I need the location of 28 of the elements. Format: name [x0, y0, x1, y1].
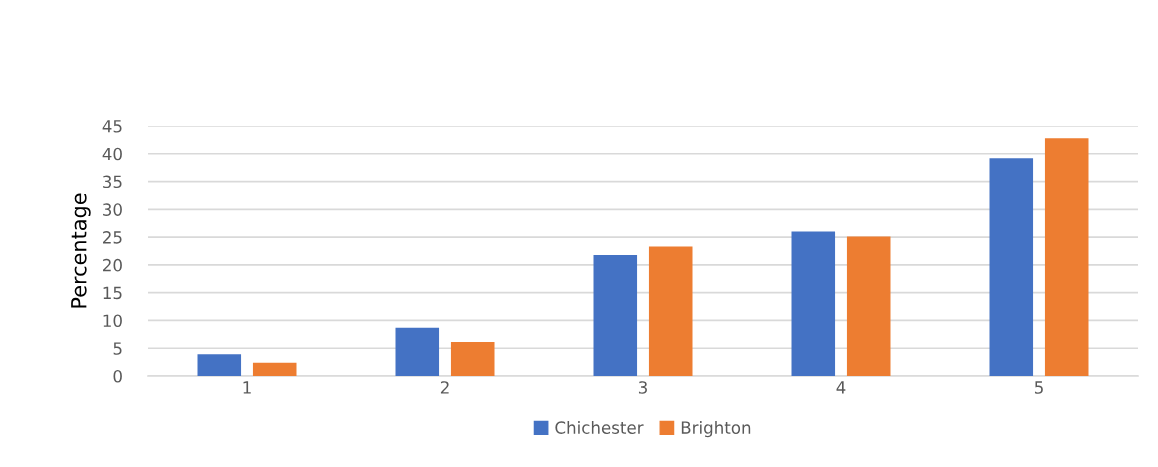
y-tick-label: 25 [103, 231, 122, 244]
y-tick-label: 45 [102, 120, 122, 133]
bar [989, 158, 1034, 376]
y-tick-label: 20 [103, 258, 122, 272]
legend-label: Chichester [555, 421, 644, 434]
bar [252, 362, 297, 376]
y-tick-label: 40 [102, 147, 122, 161]
y-tick-label: 35 [103, 175, 122, 189]
bar [395, 327, 440, 376]
x-tick-label: 4 [836, 381, 846, 394]
y-tick-label: 5 [113, 342, 122, 355]
y-tick-label: 0 [113, 369, 122, 383]
y-tick-label: 10 [103, 314, 122, 328]
bar [450, 342, 495, 376]
bar [648, 246, 693, 376]
x-tick-label: 1 [243, 381, 251, 394]
bar [846, 236, 891, 376]
bar [1044, 138, 1089, 376]
x-tick-label: 5 [1034, 381, 1043, 394]
x-tick-label: 2 [440, 381, 449, 394]
legend-label: Brighton [681, 421, 751, 438]
bar [791, 231, 836, 376]
y-tick-label: 15 [103, 286, 122, 300]
y-tick-label: 30 [103, 203, 122, 216]
y-axis-title: Percentage [71, 193, 91, 308]
bar [197, 354, 242, 376]
bar [593, 254, 638, 376]
x-tick-label: 3 [638, 381, 647, 394]
